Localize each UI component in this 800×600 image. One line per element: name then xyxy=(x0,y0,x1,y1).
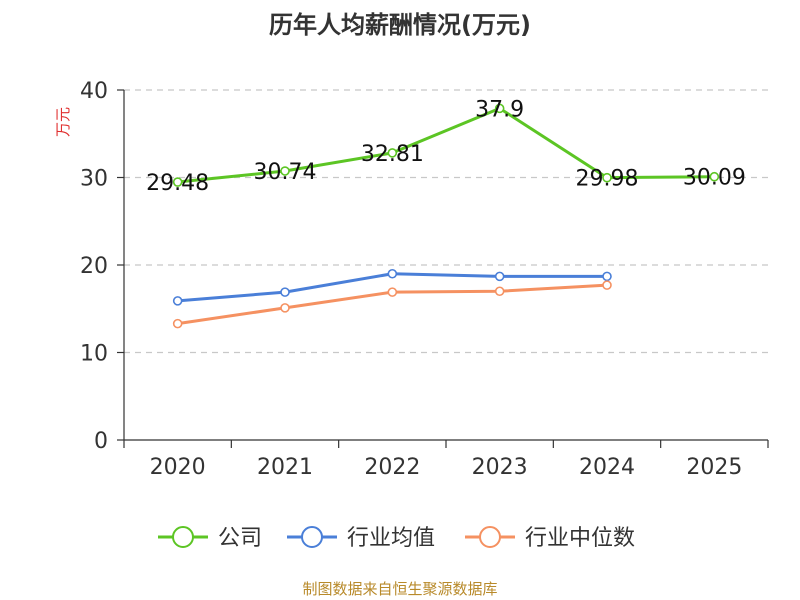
data-point xyxy=(602,271,612,282)
data-label: 29.48 xyxy=(146,171,209,196)
data-point xyxy=(602,172,612,183)
x-tick-label: 2021 xyxy=(257,455,313,480)
data-point xyxy=(280,303,290,313)
series-line-1 xyxy=(177,106,715,184)
data-point xyxy=(280,287,290,297)
x-tick-label: 2025 xyxy=(686,455,742,480)
data-label: 32.81 xyxy=(361,142,424,167)
legend-marker-1 xyxy=(172,526,194,548)
y-tick-label: 20 xyxy=(80,254,108,279)
grid-lines xyxy=(124,89,768,354)
x-tick-label: 2020 xyxy=(150,455,206,480)
data-point xyxy=(172,177,183,187)
data-point xyxy=(387,287,398,297)
data-point xyxy=(494,103,505,114)
data-point xyxy=(602,280,612,290)
legend-label-3: 行业中位数 xyxy=(525,526,635,551)
data-point xyxy=(172,296,183,306)
data-label: 29.98 xyxy=(576,167,639,192)
x-tick-label: 2024 xyxy=(579,455,635,480)
legend-label-1: 公司 xyxy=(218,526,262,551)
x-tick-label: 2022 xyxy=(364,455,420,480)
data-label: 30.74 xyxy=(254,160,317,185)
y-tick-label: 40 xyxy=(80,79,108,104)
axes: 0 10 20 30 40 2020 2021 2022 2023 2024 2025 xyxy=(80,79,769,480)
y-tick-label: 10 xyxy=(80,342,108,367)
data-point xyxy=(387,148,398,158)
legend: 公司 行业均值 行业中位数 xyxy=(158,526,635,551)
legend-marker-2 xyxy=(301,526,323,548)
data-point xyxy=(494,271,505,282)
data-label: 37.9 xyxy=(475,97,524,122)
y-axis-label: 万元 xyxy=(54,107,72,137)
data-point xyxy=(387,268,398,279)
y-tick-label: 0 xyxy=(94,429,108,454)
data-point xyxy=(280,166,290,176)
data-point xyxy=(494,286,505,297)
data-source-note: 制图数据来自恒生聚源数据库 xyxy=(302,580,497,598)
x-tick-label: 2023 xyxy=(472,455,528,480)
data-point xyxy=(172,318,183,329)
data-point xyxy=(709,171,720,182)
series-group xyxy=(172,103,720,329)
data-labels: 29.48 30.74 32.81 37.9 29.98 30.09 xyxy=(146,97,746,196)
legend-marker-3 xyxy=(479,526,501,548)
chart-title: 历年人均薪酬情况(万元) xyxy=(269,11,531,39)
y-tick-label: 30 xyxy=(80,167,108,192)
legend-label-2: 行业均值 xyxy=(347,526,435,551)
data-label: 30.09 xyxy=(683,166,746,191)
